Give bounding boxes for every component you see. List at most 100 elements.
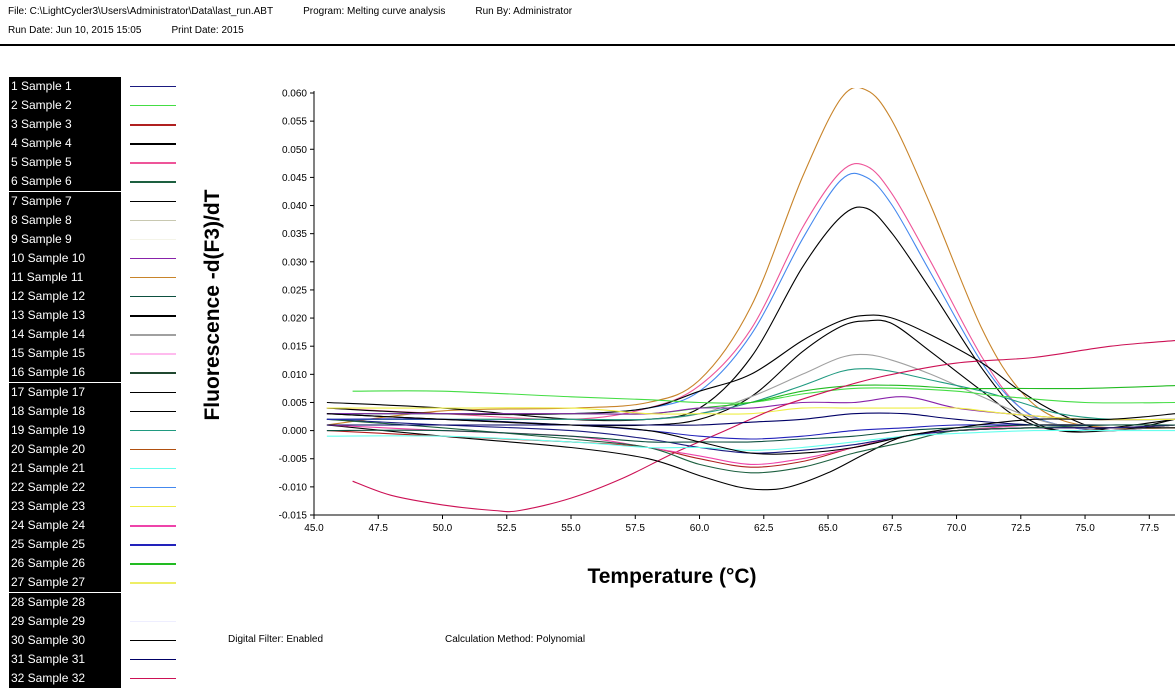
legend-item[interactable]: 28 Sample 28	[9, 592, 179, 612]
legend-item[interactable]: 30 Sample 30	[9, 630, 179, 650]
legend-swatch	[130, 391, 176, 393]
legend-item[interactable]: 22 Sample 22	[9, 477, 179, 497]
legend-item[interactable]: 24 Sample 24	[9, 516, 179, 536]
legend-item[interactable]: 16 Sample 16	[9, 363, 179, 383]
legend-item[interactable]: 14 Sample 14	[9, 325, 179, 345]
y-tick-label: -0.015	[279, 511, 308, 522]
legend-swatch	[130, 639, 176, 642]
series-line	[326, 163, 1175, 432]
y-tick-label: 0.025	[282, 285, 307, 296]
legend-swatch	[130, 219, 176, 222]
x-tick-label: 72.5	[1011, 523, 1031, 534]
legend-swatch	[130, 525, 176, 527]
y-tick-label: 0.000	[282, 426, 307, 437]
legend-label: 10 Sample 10	[9, 248, 121, 268]
legend-swatch	[130, 677, 176, 680]
x-tick-label: 45.0	[304, 523, 324, 534]
legend-item[interactable]: 25 Sample 25	[9, 535, 179, 555]
legend-swatch	[130, 582, 176, 584]
legend-label: 26 Sample 26	[9, 554, 121, 574]
x-tick-label: 70.0	[947, 523, 967, 534]
legend-item[interactable]: 11 Sample 11	[9, 267, 179, 287]
legend-label: 19 Sample 19	[9, 420, 121, 440]
legend-swatch	[130, 143, 176, 145]
legend-item[interactable]: 12 Sample 12	[9, 287, 179, 307]
legend-item[interactable]: 9 Sample 9	[9, 229, 179, 249]
legend-item[interactable]: 4 Sample 4	[9, 134, 179, 154]
series-line	[326, 88, 1175, 429]
legend-label: 27 Sample 27	[9, 573, 121, 593]
legend-swatch	[130, 429, 176, 432]
legend-item[interactable]: 6 Sample 6	[9, 172, 179, 192]
series-line	[326, 368, 1175, 421]
legend-item[interactable]: 19 Sample 19	[9, 420, 179, 440]
legend-label: 2 Sample 2	[9, 96, 121, 116]
legend-label: 29 Sample 29	[9, 611, 121, 631]
y-tick-label: 0.010	[282, 370, 307, 381]
legend-label: 20 Sample 20	[9, 439, 121, 459]
file-path: File: C:\LightCycler3\Users\Administrato…	[8, 6, 274, 17]
series-line	[326, 206, 1175, 433]
x-axis-title: Temperature (°C)	[587, 565, 757, 588]
legend-label: 21 Sample 21	[9, 458, 121, 478]
legend-item[interactable]: 5 Sample 5	[9, 153, 179, 173]
header-line-1: File: C:\LightCycler3\Users\Administrato…	[8, 6, 602, 17]
legend-label: 8 Sample 8	[9, 210, 121, 230]
legend-item[interactable]: 15 Sample 15	[9, 344, 179, 364]
legend-item[interactable]: 18 Sample 18	[9, 401, 179, 421]
legend-swatch	[130, 334, 176, 336]
legend-item[interactable]: 31 Sample 31	[9, 649, 179, 669]
legend-item[interactable]: 8 Sample 8	[9, 210, 179, 230]
legend-label: 1 Sample 1	[9, 77, 121, 96]
digital-filter-status: Digital Filter: Enabled	[228, 634, 324, 645]
x-tick-label: 77.5	[1140, 523, 1160, 534]
print-date: Print Date: 2015	[171, 25, 244, 36]
x-tick-label: 62.5	[754, 523, 774, 534]
legend-label: 18 Sample 18	[9, 401, 121, 421]
legend-item[interactable]: 13 Sample 13	[9, 306, 179, 326]
legend-swatch	[130, 181, 176, 183]
y-tick-label: 0.005	[282, 398, 307, 409]
run-date: Run Date: Jun 10, 2015 15:05	[8, 25, 142, 36]
legend-item[interactable]: 27 Sample 27	[9, 573, 179, 593]
legend-swatch	[130, 467, 176, 470]
legend-item[interactable]: 26 Sample 26	[9, 554, 179, 574]
x-tick-label: 50.0	[433, 523, 453, 534]
legend-swatch	[130, 238, 176, 241]
legend-item[interactable]: 23 Sample 23	[9, 497, 179, 517]
x-tick-label: 55.0	[561, 523, 581, 534]
y-tick-label: -0.010	[279, 482, 308, 493]
legend-item[interactable]: 21 Sample 21	[9, 458, 179, 478]
legend-label: 12 Sample 12	[9, 287, 121, 307]
legend-item[interactable]: 32 Sample 32	[9, 668, 179, 688]
legend-label: 22 Sample 22	[9, 477, 121, 497]
legend-item[interactable]: 7 Sample 7	[9, 191, 179, 211]
legend-item[interactable]: 17 Sample 17	[9, 382, 179, 402]
x-tick-label: 60.0	[690, 523, 710, 534]
series-line	[326, 429, 1175, 451]
legend-item[interactable]: 2 Sample 2	[9, 96, 179, 116]
series-line	[326, 424, 1175, 491]
legend-item[interactable]: 29 Sample 29	[9, 611, 179, 631]
header-line-2: Run Date: Jun 10, 2015 15:05 Print Date: …	[8, 25, 274, 36]
legend-swatch	[130, 276, 176, 279]
series-line	[352, 340, 1175, 513]
legend-item[interactable]: 3 Sample 3	[9, 115, 179, 135]
legend-label: 24 Sample 24	[9, 516, 121, 536]
legend-item[interactable]: 20 Sample 20	[9, 439, 179, 459]
legend-item[interactable]: 10 Sample 10	[9, 248, 179, 268]
y-tick-label: 0.020	[282, 314, 307, 325]
legend-label: 17 Sample 17	[9, 382, 121, 402]
legend-swatch	[130, 601, 176, 603]
legend-swatch	[130, 658, 176, 661]
legend-label: 13 Sample 13	[9, 306, 121, 326]
header-divider	[0, 44, 1175, 46]
legend-swatch	[130, 315, 176, 317]
legend-label: 31 Sample 31	[9, 649, 121, 669]
legend-swatch	[130, 86, 176, 88]
legend-label: 32 Sample 32	[9, 668, 121, 688]
legend-swatch	[130, 105, 176, 107]
legend-item[interactable]: 1 Sample 1	[9, 77, 179, 96]
